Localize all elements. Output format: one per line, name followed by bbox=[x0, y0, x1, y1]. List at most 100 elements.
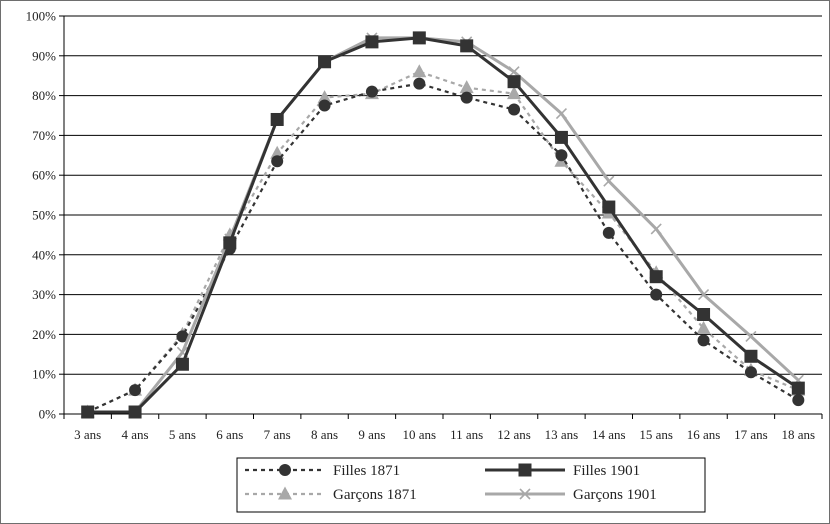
x-tick-label: 12 ans bbox=[497, 427, 531, 442]
x-tick-label: 8 ans bbox=[311, 427, 338, 442]
x-tick-label: 3 ans bbox=[74, 427, 101, 442]
x-tick-label: 7 ans bbox=[264, 427, 291, 442]
y-tick-label: 0% bbox=[39, 407, 57, 422]
legend-label: Garçons 1901 bbox=[573, 487, 657, 503]
data-point bbox=[81, 405, 95, 419]
legend-item-garcons-1901: Garçons 1901 bbox=[485, 487, 657, 503]
data-point bbox=[318, 99, 331, 112]
x-tick-label: 11 ans bbox=[450, 427, 483, 442]
data-point bbox=[602, 200, 616, 214]
marker-stroke bbox=[176, 346, 189, 358]
data-point bbox=[744, 349, 758, 363]
legend: Filles 1871 Filles 1901 Garçons 1871 Garçon… bbox=[236, 457, 706, 513]
legend-box bbox=[236, 457, 706, 513]
data-point bbox=[175, 357, 189, 371]
axes bbox=[59, 15, 823, 419]
data-point bbox=[412, 64, 427, 78]
marker-stroke bbox=[650, 223, 662, 235]
legend-label: Filles 1901 bbox=[573, 463, 640, 479]
data-point bbox=[554, 130, 568, 144]
data-point bbox=[603, 175, 615, 187]
data-point bbox=[507, 86, 522, 100]
x-tick-label: 17 ans bbox=[734, 427, 768, 442]
legend-label: Garçons 1871 bbox=[333, 487, 417, 503]
series-lines bbox=[80, 31, 806, 419]
data-point bbox=[555, 107, 568, 120]
data-point bbox=[697, 308, 711, 321]
data-point bbox=[791, 381, 805, 395]
data-point bbox=[128, 405, 142, 419]
x-tick-label: 6 ans bbox=[216, 427, 243, 442]
data-point bbox=[650, 223, 662, 235]
legend-label: Filles 1871 bbox=[333, 463, 400, 479]
legend-item-garcons-1871: Garçons 1871 bbox=[245, 486, 417, 503]
series-line bbox=[87, 82, 799, 414]
marker-stroke bbox=[697, 289, 710, 301]
series-garcons-1901 bbox=[82, 32, 804, 418]
y-tick-label: 90% bbox=[32, 48, 56, 63]
series-filles-1901 bbox=[81, 31, 805, 419]
data-point bbox=[460, 39, 474, 53]
marker-stroke bbox=[519, 488, 531, 500]
gridlines bbox=[64, 15, 822, 415]
data-point bbox=[271, 155, 284, 168]
data-point bbox=[223, 236, 237, 250]
data-point bbox=[460, 91, 473, 104]
series-line bbox=[87, 36, 800, 414]
marker-stroke bbox=[745, 330, 757, 342]
y-tick-label: 20% bbox=[32, 327, 56, 342]
series-line bbox=[87, 70, 799, 414]
data-point bbox=[696, 320, 711, 334]
legend-swatch-marker bbox=[278, 486, 292, 500]
y-tick-label: 60% bbox=[32, 168, 56, 183]
data-point bbox=[744, 366, 757, 379]
x-tick-label: 14 ans bbox=[592, 427, 626, 442]
data-point bbox=[555, 149, 568, 162]
legend-swatch-marker bbox=[279, 464, 291, 476]
data-point bbox=[412, 31, 426, 45]
marker-stroke bbox=[603, 175, 615, 187]
x-tick-label: 13 ans bbox=[545, 427, 579, 442]
data-point bbox=[270, 112, 284, 126]
data-point bbox=[650, 288, 663, 301]
data-point bbox=[792, 394, 805, 407]
legend-item-filles-1871: Filles 1871 bbox=[245, 463, 400, 479]
data-point bbox=[318, 55, 332, 69]
x-tick-label: 16 ans bbox=[687, 427, 721, 442]
x-tick-label: 18 ans bbox=[782, 427, 816, 442]
y-tick-label: 80% bbox=[32, 88, 56, 103]
x-tick-label: 15 ans bbox=[639, 427, 673, 442]
tick-labels: 0% 10% 20% 30% 40% 50% 60% 70% 80% 90% 100% 3 ans 4 … bbox=[26, 9, 815, 443]
data-point bbox=[459, 80, 474, 94]
data-point bbox=[697, 334, 710, 347]
x-tick-label: 4 ans bbox=[122, 427, 149, 442]
marker-stroke bbox=[508, 66, 520, 78]
data-point bbox=[507, 75, 521, 89]
legend-swatch-marker bbox=[518, 463, 532, 477]
data-point bbox=[129, 384, 142, 397]
x-tick-label: 9 ans bbox=[358, 427, 385, 442]
data-point bbox=[317, 90, 332, 104]
y-tick-label: 40% bbox=[32, 247, 56, 262]
data-point bbox=[649, 270, 663, 284]
data-point bbox=[365, 35, 379, 49]
x-tick-label: 10 ans bbox=[403, 427, 437, 442]
data-point bbox=[176, 330, 189, 343]
y-tick-label: 100% bbox=[26, 9, 57, 24]
data-point bbox=[508, 103, 521, 116]
data-point bbox=[745, 330, 757, 342]
data-point bbox=[365, 85, 378, 98]
y-tick-label: 70% bbox=[32, 128, 56, 143]
legend-swatch-marker bbox=[519, 488, 531, 500]
y-tick-label: 10% bbox=[32, 367, 56, 382]
data-point bbox=[697, 289, 710, 301]
marker-stroke bbox=[555, 107, 568, 120]
series-filles-1871 bbox=[81, 77, 805, 419]
series-garcons-1871 bbox=[80, 64, 806, 418]
data-point bbox=[413, 77, 426, 90]
data-point bbox=[602, 226, 615, 239]
y-tick-label: 50% bbox=[32, 208, 56, 223]
series-line bbox=[87, 36, 800, 414]
x-tick-label: 5 ans bbox=[169, 427, 196, 442]
